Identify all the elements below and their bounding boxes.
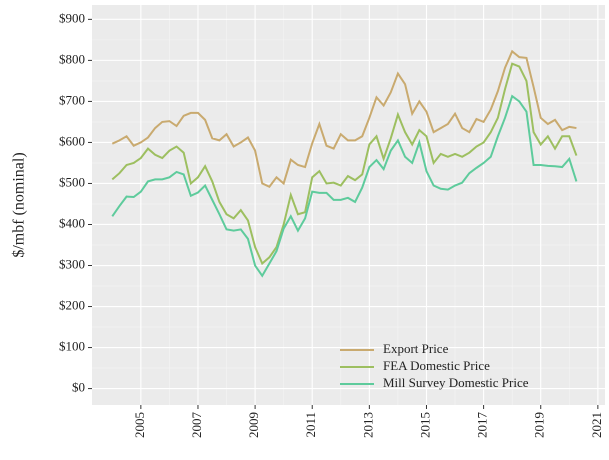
y-tick-label: $700 xyxy=(59,92,85,107)
x-tick-label: 2015 xyxy=(417,412,432,438)
y-tick-label: $600 xyxy=(59,133,85,148)
y-tick-label: $0 xyxy=(72,380,85,395)
x-tick-label: 2021 xyxy=(589,412,604,438)
y-tick-label: $400 xyxy=(59,215,85,230)
y-tick-label: $800 xyxy=(59,51,85,66)
y-tick-label: $900 xyxy=(59,10,85,25)
legend-label: FEA Domestic Price xyxy=(383,358,490,373)
x-tick-label: 2011 xyxy=(303,412,318,438)
x-tick-label: 2013 xyxy=(360,412,375,438)
x-tick-label: 2009 xyxy=(246,412,261,438)
legend-label: Export Price xyxy=(383,341,449,356)
y-tick-label: $200 xyxy=(59,298,85,313)
y-tick-label: $300 xyxy=(59,256,85,271)
x-tick-label: 2005 xyxy=(132,412,147,438)
plot-panel xyxy=(92,5,605,405)
series-line xyxy=(111,62,578,266)
y-tick-label: $500 xyxy=(59,174,85,189)
legend-label: Mill Survey Domestic Price xyxy=(383,375,529,390)
y-axis-label: $/mbf (nominal) xyxy=(11,152,28,257)
x-tick-label: 2017 xyxy=(475,412,490,439)
series-line xyxy=(111,94,578,278)
y-tick-label: $100 xyxy=(59,339,85,354)
x-tick-label: 2007 xyxy=(189,412,204,439)
x-tick-label: 2019 xyxy=(532,412,547,438)
series-line xyxy=(111,49,577,188)
